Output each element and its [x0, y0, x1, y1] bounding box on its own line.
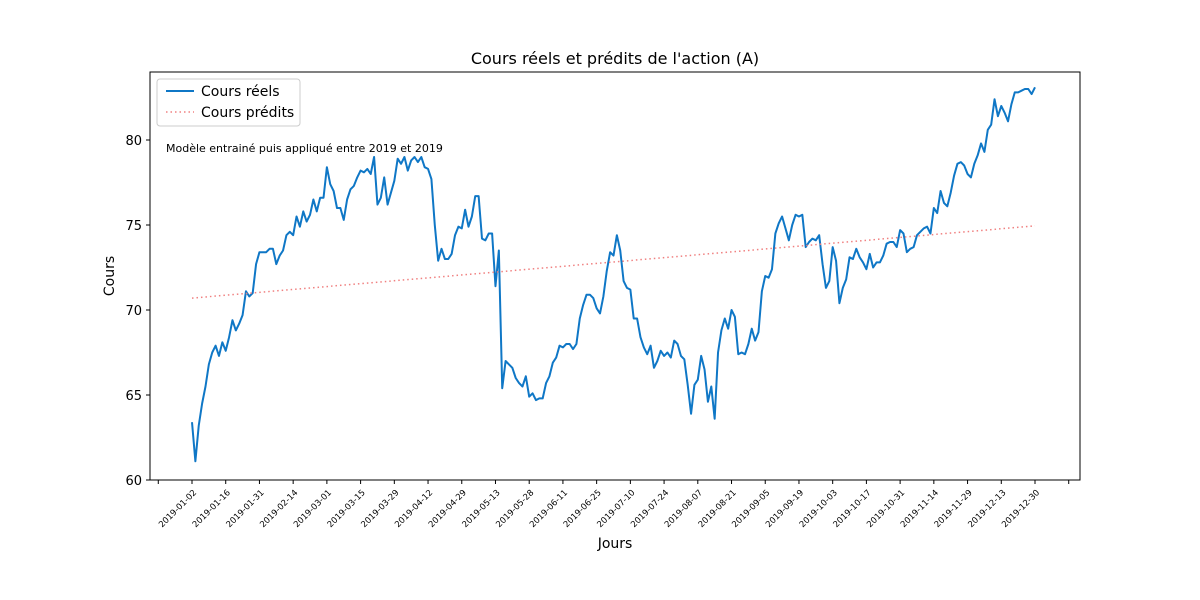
plot-area: [149, 71, 1081, 481]
series-line-actual: [191, 86, 1036, 463]
legend-label-actual: Cours réels: [201, 84, 280, 100]
y-axis-label: Cours: [102, 256, 118, 296]
x-axis: 2019-01-022019-01-162019-01-312019-02-14…: [157, 480, 1070, 530]
y-axis: 60 65 70 75 80: [125, 134, 150, 489]
y-tick-label: 65: [125, 389, 142, 404]
series-layer: [191, 86, 1036, 463]
y-tick-label: 60: [125, 474, 142, 489]
legend-label-predicted: Cours prédits: [201, 105, 294, 121]
legend: Cours réels Cours prédits: [156, 78, 301, 127]
series-line-predicted: [191, 225, 1036, 299]
y-tick-label: 75: [125, 219, 142, 234]
y-tick-label: 80: [125, 134, 142, 149]
y-tick-label: 70: [125, 304, 142, 319]
chart-annotation: Modèle entrainé puis appliqué entre 2019…: [166, 142, 443, 155]
x-axis-label: Jours: [597, 536, 633, 552]
chart-title: Cours réels et prédits de l'action (A): [471, 49, 759, 68]
